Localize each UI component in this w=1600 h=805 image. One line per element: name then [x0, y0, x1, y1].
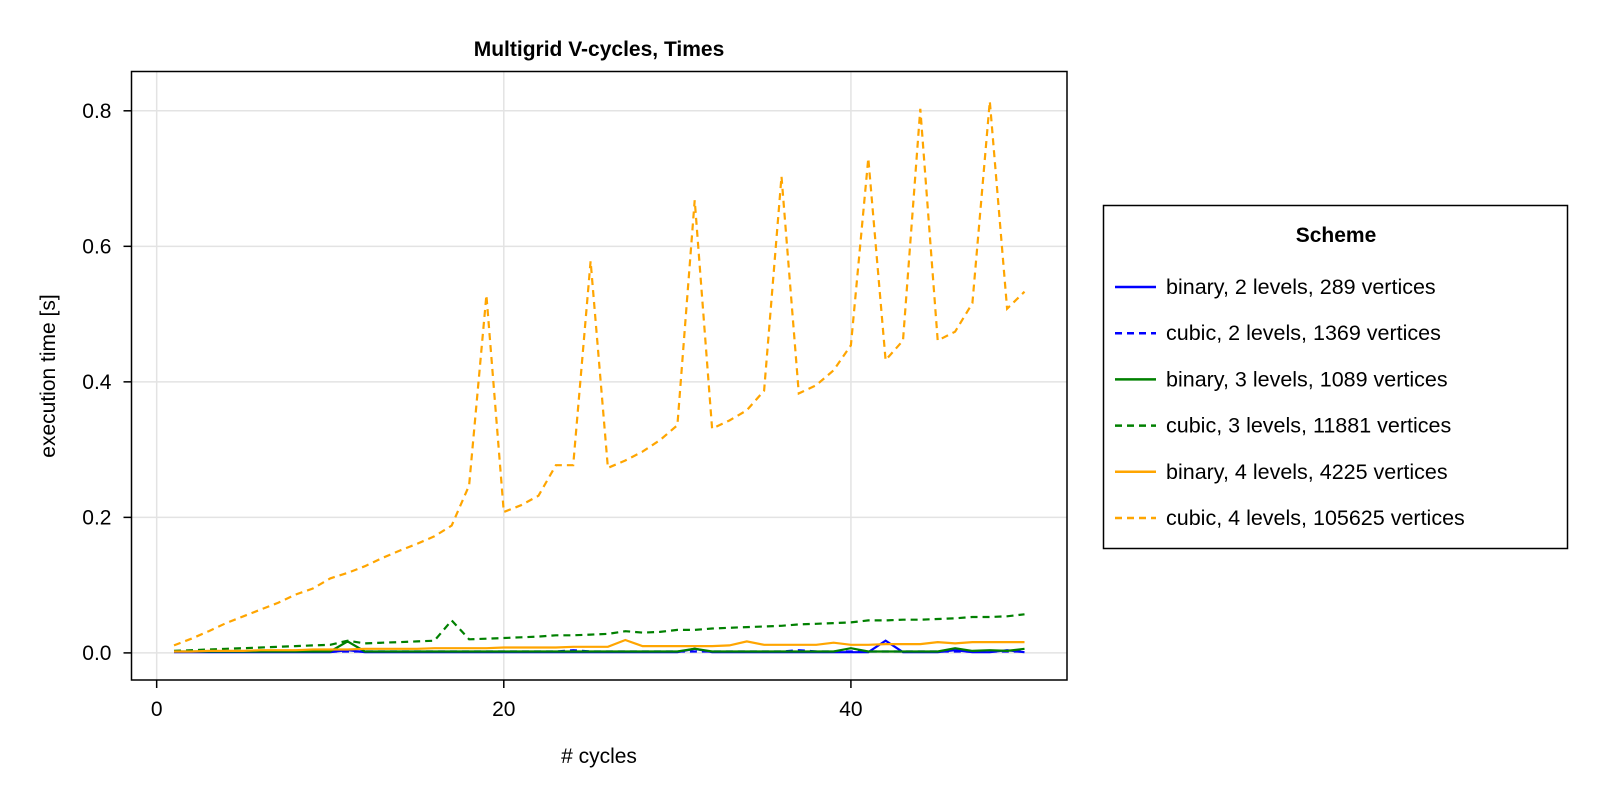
- y-tick-label: 0.6: [82, 235, 111, 258]
- legend-title: Scheme: [1296, 224, 1377, 247]
- legend-label: cubic, 2 levels, 1369 vertices: [1166, 321, 1441, 345]
- legend-items: binary, 2 levels, 289 vertices cubic, 2 l…: [1115, 275, 1465, 530]
- x-axis-label: # cycles: [561, 745, 637, 768]
- series-line-6: [173, 101, 1026, 647]
- y-axis-label: execution time [s]: [37, 294, 60, 457]
- y-tick-label: 0.2: [82, 506, 111, 529]
- legend: Scheme binary, 2 levels, 289 vertices cub…: [1102, 204, 1569, 550]
- series-line-3: [174, 640, 1025, 653]
- legend-label: binary, 3 levels, 1089 vertices: [1166, 367, 1448, 391]
- x-tick-label: 40: [839, 698, 862, 721]
- legend-label: cubic, 4 levels, 105625 vertices: [1166, 506, 1465, 530]
- plot-frame: [130, 70, 1068, 681]
- legend-label: binary, 2 levels, 289 vertices: [1166, 275, 1436, 299]
- x-tick-label: 20: [492, 698, 515, 721]
- legend-box: [1102, 204, 1569, 550]
- series-line-4: [173, 613, 1025, 652]
- y-tick-label: 0.0: [82, 642, 111, 665]
- y-axis-ticks: 0.0 0.2 0.4 0.6 0.8: [82, 100, 132, 665]
- y-tick-label: 0.4: [82, 371, 112, 394]
- series-lines: [173, 101, 1026, 654]
- x-tick-label: 0: [151, 698, 163, 721]
- chart-title: Multigrid V-cycles, Times: [474, 38, 725, 61]
- legend-label: binary, 4 levels, 4225 vertices: [1166, 460, 1448, 484]
- series-line-5: [174, 638, 1025, 653]
- x-axis-ticks: 0 20 40: [151, 680, 863, 721]
- y-tick-label: 0.8: [82, 100, 111, 123]
- legend-label: cubic, 3 levels, 11881 vertices: [1166, 414, 1451, 438]
